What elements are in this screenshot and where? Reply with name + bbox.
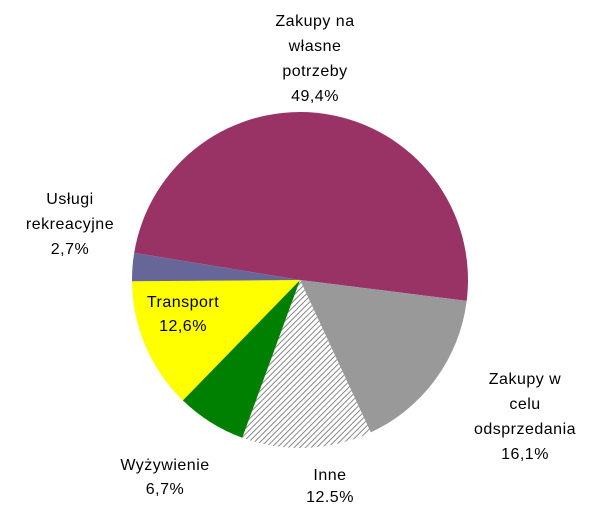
slice-label: Zakupy w: [489, 371, 561, 388]
slice-label: odsprzedania: [474, 421, 576, 438]
slice-label: Wyżywienie: [120, 457, 209, 474]
slice-label: Transport: [147, 294, 219, 311]
slice-value-label: 12.5%: [306, 489, 354, 506]
pie-slice: [242, 280, 371, 448]
pie-slice: [134, 111, 468, 301]
pie-slice: [132, 280, 300, 401]
slice-value-label: 49,4%: [291, 88, 339, 105]
slice-value-label: 6,7%: [146, 481, 184, 498]
slice-label: potrzeby: [282, 63, 347, 80]
slice-label: własne: [288, 38, 342, 55]
slice-value-label: 2,7%: [51, 241, 89, 258]
pie-slice: [182, 280, 300, 438]
slice-label: rekreacyjne: [26, 216, 114, 233]
slice-label: Usługi: [46, 191, 93, 208]
slice-value-label: 16,1%: [501, 446, 549, 463]
slice-label: Zakupy na: [275, 13, 354, 30]
slice-label: celu: [509, 396, 540, 413]
slice-value-label: 12,6%: [159, 318, 207, 335]
pie-slice: [300, 280, 467, 433]
slice-label: Inne: [313, 467, 346, 484]
pie-slice: [132, 252, 300, 282]
